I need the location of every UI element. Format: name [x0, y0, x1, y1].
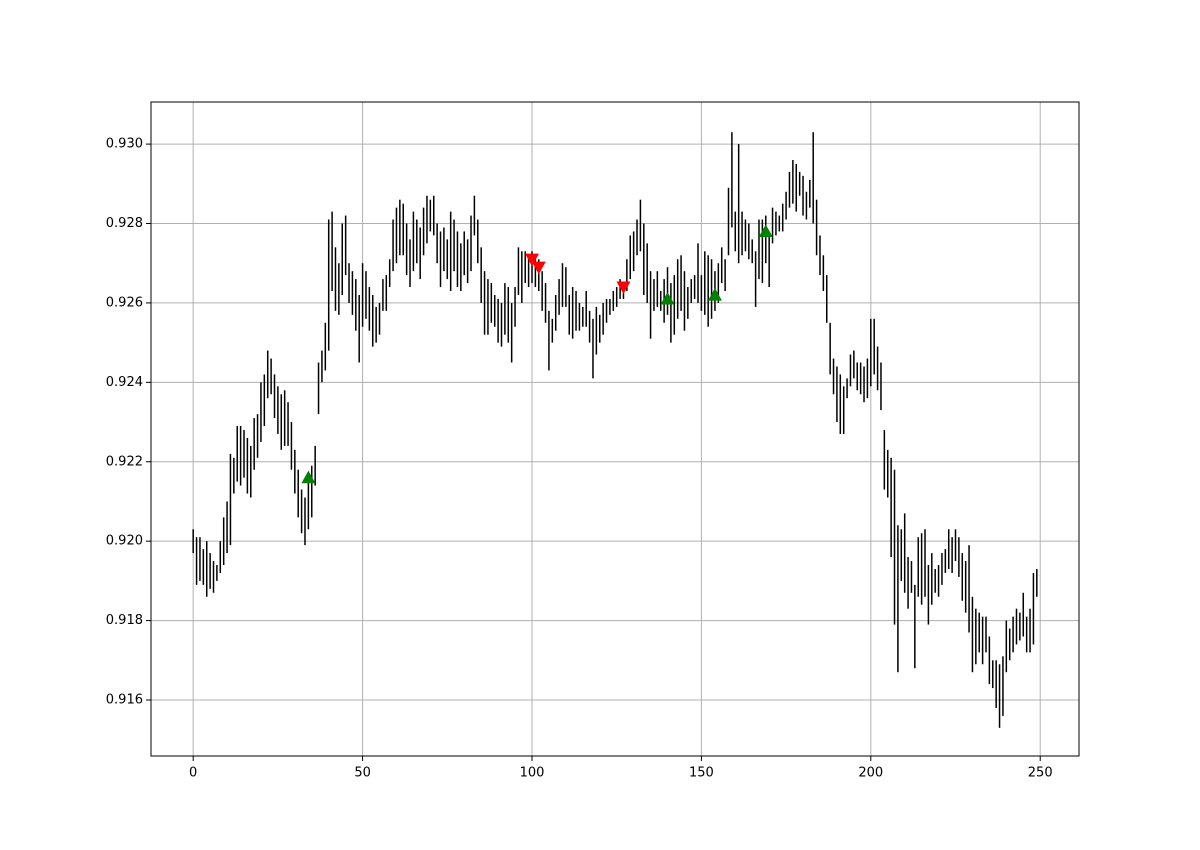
plot	[192, 132, 1038, 728]
y-tick-label: 0.918	[106, 613, 143, 628]
y-tick-label: 0.924	[106, 375, 143, 390]
x-tick-label: 50	[354, 766, 371, 781]
buy-signal	[301, 470, 316, 484]
grid	[151, 102, 1079, 756]
x-tick-label: 200	[858, 766, 883, 781]
y-tick-label: 0.928	[106, 216, 143, 231]
x-tick-label: 250	[1028, 766, 1053, 781]
y-tick-label: 0.916	[106, 693, 143, 708]
sell-signal	[616, 281, 631, 295]
axes-frame	[150, 101, 1080, 757]
y-tick-label: 0.926	[106, 295, 143, 310]
y-tick-label: 0.922	[106, 454, 143, 469]
x-tick-label: 0	[189, 766, 197, 781]
sell-signal	[531, 261, 546, 275]
y-tick-label: 0.930	[106, 137, 143, 152]
x-tick-label: 150	[689, 766, 714, 781]
buy-signal	[660, 291, 675, 305]
y-tick-label: 0.920	[106, 534, 143, 549]
buy-signal	[707, 287, 722, 301]
sell-signal	[524, 253, 539, 267]
buy-signal	[758, 224, 773, 238]
x-tick-label: 100	[520, 766, 545, 781]
